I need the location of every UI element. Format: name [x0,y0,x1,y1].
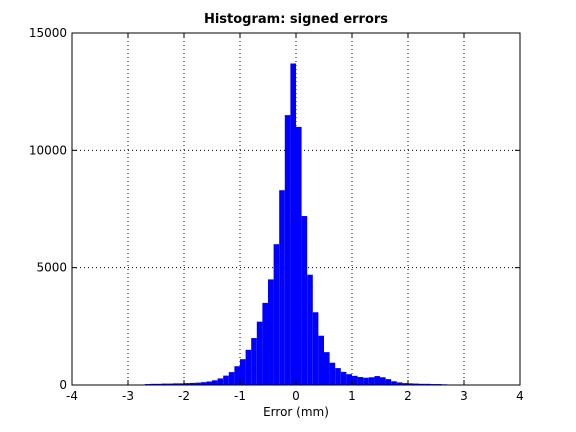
bar [150,383,156,385]
x-tick-label: -2 [178,389,190,403]
bar [228,372,235,385]
bar [200,382,207,385]
y-tick-label: 0 [59,378,67,392]
bar [335,368,341,385]
x-tick-label: 3 [460,389,468,403]
bar [240,359,246,385]
bar [396,382,403,385]
bar [268,279,274,385]
x-tick-label: -3 [122,389,134,403]
bar [262,302,268,385]
chart-title: Histogram: signed errors [204,12,388,27]
bar [312,312,319,385]
x-tick-label: 1 [348,389,356,403]
bar [178,383,184,385]
x-axis-label: Error (mm) [263,405,329,419]
bar [402,383,408,385]
bar [217,378,224,385]
bar [329,362,336,385]
bar [307,274,313,385]
bar [161,383,168,385]
bar [318,335,324,385]
bar [156,383,162,385]
bar [408,383,414,385]
bar [172,383,179,385]
bar [424,383,431,385]
bar [340,371,347,385]
bar [290,63,296,386]
bar [273,244,280,385]
y-tick-label: 5000 [36,261,67,275]
bar [357,377,364,385]
bar [279,190,285,385]
bar [374,376,380,385]
x-tick-label: 4 [516,389,524,403]
bar [346,374,352,385]
bar [206,381,212,385]
x-tick-label: -1 [234,389,246,403]
bar [368,377,375,385]
bar [223,375,229,385]
bar [391,381,397,385]
bar [301,216,308,385]
x-tick-label: 2 [404,389,412,403]
bar [413,383,420,385]
bar [296,126,302,385]
bar [212,380,218,385]
bar [189,382,196,385]
bar [184,383,190,385]
bar [324,352,330,385]
bar [167,383,173,385]
bar [385,379,392,385]
x-tick-label: -4 [66,389,78,403]
bar [256,321,263,385]
bar [284,115,291,385]
bar [380,377,386,385]
x-tick-label: 0 [292,389,300,403]
bar [363,377,369,385]
y-tick-label: 10000 [29,143,67,157]
bar [195,382,201,385]
bar [251,338,257,385]
bar [419,383,425,385]
bar [245,349,252,385]
y-tick-label: 15000 [29,26,67,40]
bar [352,375,358,385]
bar [234,366,240,385]
